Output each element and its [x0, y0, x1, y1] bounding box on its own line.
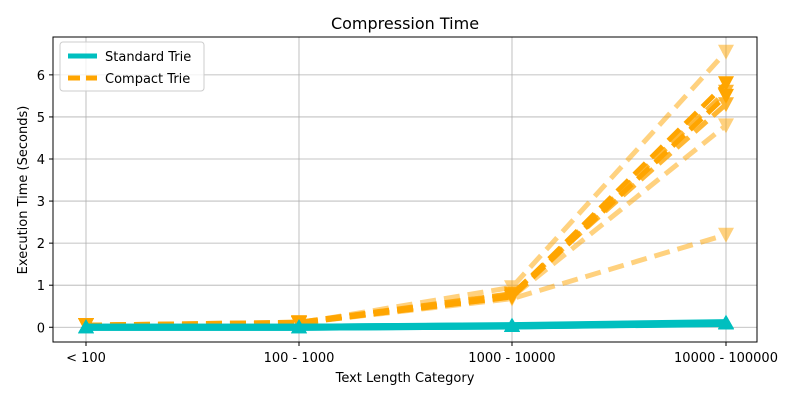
series-line	[85, 94, 728, 328]
series-line	[86, 319, 727, 331]
y-axis-label: Execution Time (Seconds)	[16, 106, 31, 275]
legend: Standard Trie Compact Trie	[59, 41, 205, 92]
data-point-marker	[504, 289, 520, 305]
x-axis-ticks: < 100 100 - 1000 1000 - 10000 10000 - 10000…	[66, 342, 778, 366]
series-standard-trie	[78, 314, 734, 334]
x-tick-label: 10000 - 100000	[674, 351, 778, 366]
y-tick-label: 0	[37, 321, 45, 336]
plot-frame	[52, 36, 758, 343]
y-tick-label: 4	[37, 153, 45, 168]
data-point-marker	[291, 319, 307, 334]
data-point-marker	[718, 227, 734, 243]
x-tick-label: < 100	[66, 351, 106, 366]
series-layer	[78, 44, 734, 334]
data-point-marker	[718, 314, 734, 329]
series-compact-trie	[78, 227, 734, 334]
x-tick-label: 100 - 1000	[264, 351, 335, 366]
y-axis-ticks: 0 1 2 3 4 5 6	[37, 69, 53, 336]
series-compact-trie	[78, 84, 734, 334]
data-point-marker	[718, 97, 734, 113]
y-tick-label: 1	[37, 279, 45, 294]
series-compact-trie	[78, 97, 734, 334]
data-point-marker	[718, 44, 734, 60]
data-point-marker	[78, 319, 94, 334]
data-point-marker	[718, 118, 734, 134]
series-compact-trie	[78, 88, 734, 334]
series-line	[85, 89, 728, 328]
x-tick-label: 1000 - 10000	[468, 351, 555, 366]
data-point-marker	[718, 88, 734, 104]
y-tick-label: 6	[37, 69, 45, 84]
chart-title: Compression Time	[331, 14, 479, 33]
legend-label-compact-trie: Compact Trie	[105, 72, 190, 87]
series-compact-trie	[78, 76, 734, 334]
data-point-marker	[718, 76, 734, 92]
series-line	[85, 102, 728, 328]
data-point-marker	[504, 317, 520, 332]
legend-label-standard-trie: Standard Trie	[105, 50, 191, 65]
y-tick-label: 2	[37, 237, 45, 252]
y-tick-label: 3	[37, 195, 45, 210]
y-tick-label: 5	[37, 111, 45, 126]
x-axis-label: Text Length Category	[335, 371, 475, 386]
